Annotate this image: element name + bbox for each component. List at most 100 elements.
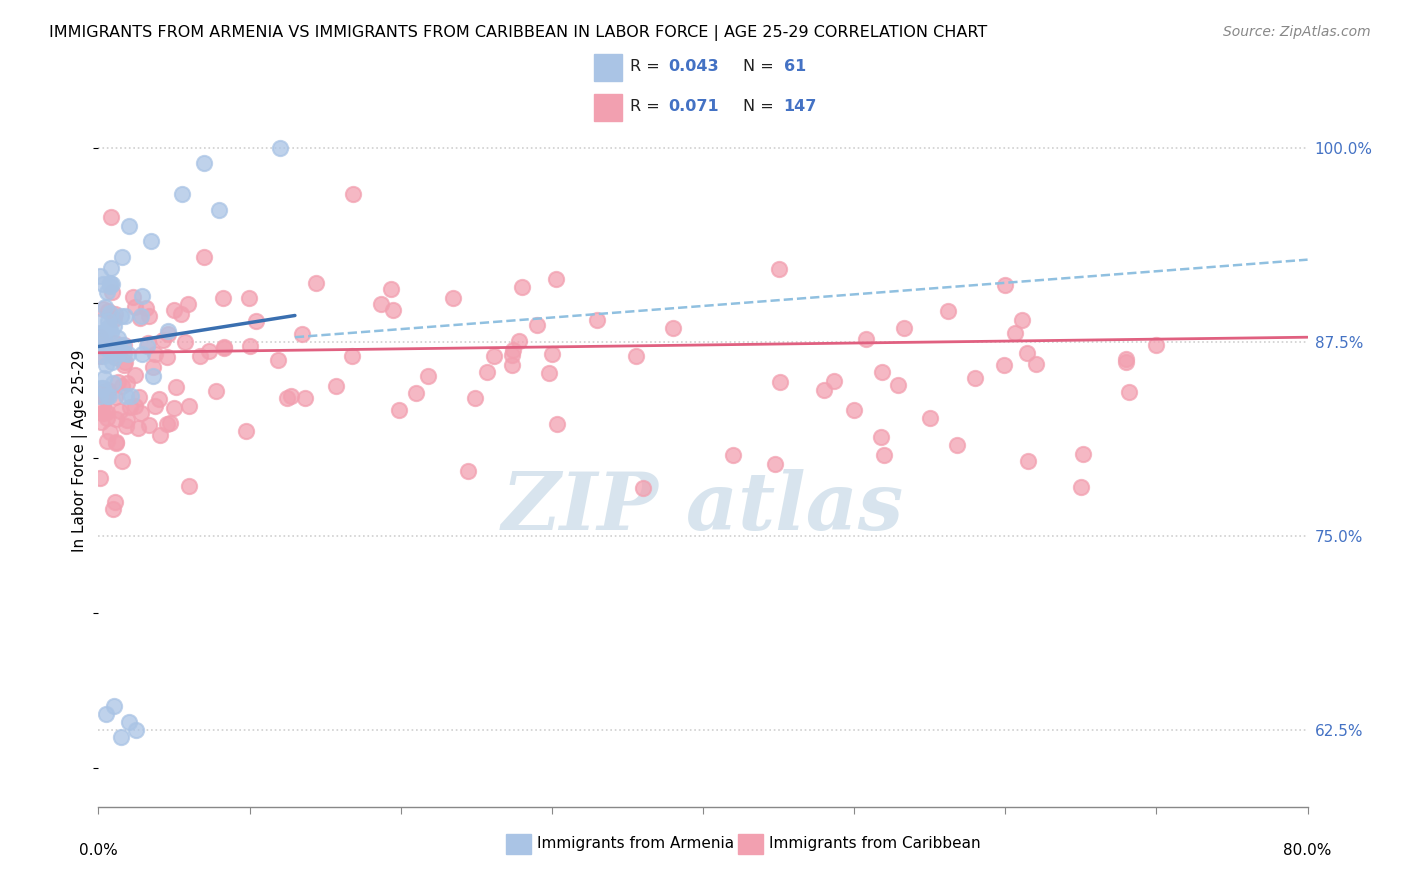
Point	[90, 415, 112, 429]
Point	[91, 406, 114, 420]
Point	[107, 375, 129, 389]
Point	[107, 346, 129, 360]
Point	[502, 343, 524, 357]
Point	[380, 282, 402, 296]
Point	[156, 417, 179, 431]
Point	[101, 277, 124, 291]
Point	[993, 358, 1015, 372]
Point	[89, 471, 111, 485]
Point	[280, 389, 302, 403]
Point	[101, 285, 124, 299]
Text: 61: 61	[783, 59, 806, 74]
Point	[1144, 338, 1167, 352]
Point	[108, 404, 131, 418]
Point	[1017, 453, 1039, 467]
Point	[131, 288, 153, 302]
Point	[382, 303, 405, 318]
Point	[1070, 480, 1092, 494]
Point	[387, 402, 409, 417]
Point	[143, 346, 166, 360]
Point	[418, 369, 440, 384]
Point	[105, 435, 128, 450]
Point	[501, 348, 523, 362]
Point	[124, 300, 146, 314]
Point	[98, 389, 121, 403]
Point	[143, 399, 166, 413]
Point	[117, 413, 139, 427]
Text: 0.071: 0.071	[668, 99, 718, 114]
Point	[91, 335, 114, 350]
Point	[94, 707, 117, 722]
Point	[138, 309, 160, 323]
Point	[104, 350, 127, 364]
Point	[122, 290, 145, 304]
Point	[936, 304, 959, 318]
Point	[508, 334, 530, 349]
Point	[89, 326, 111, 340]
Point	[103, 699, 125, 714]
Point	[131, 406, 153, 420]
Point	[93, 390, 115, 404]
Point	[117, 347, 139, 361]
Point	[624, 349, 647, 363]
FancyBboxPatch shape	[595, 94, 621, 120]
Point	[131, 309, 153, 323]
Text: N =: N =	[742, 59, 779, 74]
Point	[170, 307, 193, 321]
Point	[291, 326, 314, 341]
Point	[501, 358, 523, 372]
Point	[104, 495, 127, 509]
Point	[149, 427, 172, 442]
Point	[91, 389, 114, 403]
Point	[115, 389, 138, 403]
Y-axis label: In Labor Force | Age 25-29: In Labor Force | Age 25-29	[72, 350, 87, 551]
Point	[90, 381, 112, 395]
Point	[89, 315, 111, 329]
Point	[873, 448, 896, 462]
Point	[111, 379, 134, 393]
Point	[723, 448, 745, 462]
Point	[269, 141, 291, 155]
Point	[586, 312, 609, 326]
Point	[405, 386, 427, 401]
Text: 0.0%: 0.0%	[79, 843, 118, 858]
Point	[129, 311, 152, 326]
Point	[631, 481, 654, 495]
Point	[141, 234, 163, 248]
Point	[768, 262, 790, 277]
Point	[305, 276, 328, 290]
Point	[239, 339, 262, 353]
Point	[661, 321, 683, 335]
Point	[540, 347, 562, 361]
Point	[769, 375, 792, 389]
Point	[1011, 313, 1033, 327]
Point	[114, 354, 136, 368]
Point	[114, 310, 136, 324]
Point	[124, 368, 146, 382]
Text: 147: 147	[783, 99, 817, 114]
Point	[89, 349, 111, 363]
Point	[98, 279, 121, 293]
Point	[115, 376, 138, 391]
Point	[110, 731, 132, 745]
Point	[1115, 351, 1137, 366]
Point	[1004, 326, 1026, 340]
Point	[93, 331, 115, 345]
Point	[138, 417, 160, 432]
Text: 0.043: 0.043	[668, 59, 718, 74]
Point	[855, 332, 877, 346]
Point	[96, 434, 118, 448]
Point	[89, 268, 111, 283]
Point	[893, 321, 915, 335]
Point	[464, 392, 486, 406]
Point	[1017, 346, 1039, 360]
Text: 80.0%: 80.0%	[1284, 843, 1331, 858]
Point	[136, 335, 159, 350]
Point	[111, 250, 134, 264]
Point	[148, 392, 170, 406]
Point	[101, 355, 124, 369]
Text: ZIP atlas: ZIP atlas	[502, 469, 904, 546]
Point	[96, 389, 118, 403]
Point	[124, 399, 146, 413]
Point	[98, 276, 121, 290]
